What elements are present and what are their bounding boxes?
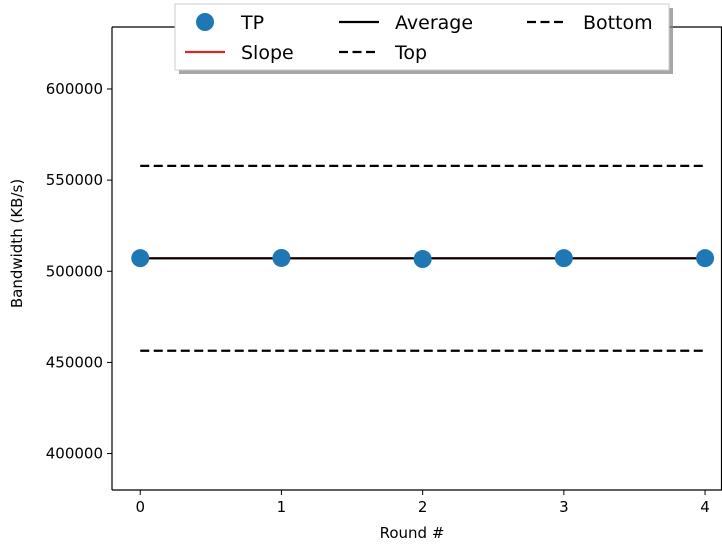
data-point-tp bbox=[413, 250, 432, 269]
y-tick-label: 600000 bbox=[46, 80, 103, 98]
data-point-tp bbox=[696, 249, 715, 268]
legend-marker-tp bbox=[196, 13, 214, 31]
y-tick-label: 500000 bbox=[46, 262, 103, 280]
legend-label-bottom: Bottom bbox=[583, 12, 653, 34]
axes: 0 1 2 3 4 400000 450000 500000 550000 600000 bbox=[46, 26, 722, 516]
x-tick-label: 1 bbox=[277, 498, 287, 516]
plot-marks bbox=[131, 164, 715, 352]
data-point-tp bbox=[554, 249, 573, 268]
y-tick-label: 450000 bbox=[46, 353, 103, 371]
x-tick-label: 2 bbox=[418, 498, 428, 516]
data-point-tp bbox=[131, 249, 150, 268]
legend-label-average: Average bbox=[395, 12, 473, 34]
x-tick-label: 4 bbox=[700, 498, 710, 516]
y-axis-label: Bandwidth (KB/s) bbox=[8, 179, 26, 308]
legend-label-slope: Slope bbox=[241, 42, 294, 64]
x-tick-label: 3 bbox=[559, 498, 569, 516]
legend-label-top: Top bbox=[394, 42, 427, 64]
data-point-tp bbox=[272, 248, 291, 267]
legend-box bbox=[174, 3, 670, 71]
y-tick-label: 550000 bbox=[46, 171, 103, 189]
y-tick-label: 400000 bbox=[46, 445, 103, 463]
legend: TP Average Bottom Slope Top bbox=[174, 3, 673, 74]
x-tick-label: 0 bbox=[135, 498, 145, 516]
x-axis-label: Round # bbox=[380, 524, 445, 542]
legend-label-tp: TP bbox=[240, 12, 264, 34]
